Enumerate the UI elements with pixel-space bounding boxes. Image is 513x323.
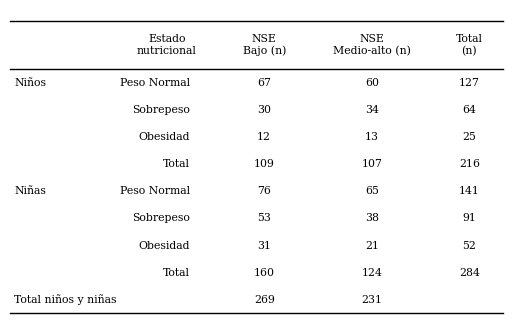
Text: 53: 53 (257, 214, 271, 224)
Text: 30: 30 (257, 105, 271, 115)
Text: 38: 38 (365, 214, 379, 224)
Text: 231: 231 (362, 295, 382, 305)
Text: 67: 67 (257, 78, 271, 88)
Text: Total
(n): Total (n) (456, 34, 483, 56)
Text: 107: 107 (362, 159, 382, 169)
Text: 124: 124 (362, 268, 382, 278)
Text: 13: 13 (365, 132, 379, 142)
Text: 31: 31 (257, 241, 271, 251)
Text: Peso Normal: Peso Normal (120, 78, 190, 88)
Text: 52: 52 (462, 241, 477, 251)
Text: 216: 216 (459, 159, 480, 169)
Text: Niños: Niños (14, 78, 46, 88)
Text: 284: 284 (459, 268, 480, 278)
Text: 269: 269 (254, 295, 274, 305)
Text: 34: 34 (365, 105, 379, 115)
Text: Peso Normal: Peso Normal (120, 186, 190, 196)
Text: 60: 60 (365, 78, 379, 88)
Text: 65: 65 (365, 186, 379, 196)
Text: Obesidad: Obesidad (139, 241, 190, 251)
Text: NSE
Medio-alto (n): NSE Medio-alto (n) (333, 34, 411, 56)
Text: Sobrepeso: Sobrepeso (132, 105, 190, 115)
Text: 76: 76 (257, 186, 271, 196)
Text: Total niños y niñas: Total niños y niñas (14, 294, 117, 305)
Text: Sobrepeso: Sobrepeso (132, 214, 190, 224)
Text: Obesidad: Obesidad (139, 132, 190, 142)
Text: Estado
nutricional: Estado nutricional (137, 35, 196, 56)
Text: Total: Total (163, 268, 190, 278)
Text: 127: 127 (459, 78, 480, 88)
Text: NSE
Bajo (n): NSE Bajo (n) (243, 34, 286, 56)
Text: 91: 91 (462, 214, 477, 224)
Text: 12: 12 (257, 132, 271, 142)
Text: 25: 25 (462, 132, 477, 142)
Text: 109: 109 (254, 159, 274, 169)
Text: 21: 21 (365, 241, 379, 251)
Text: 141: 141 (459, 186, 480, 196)
Text: Total: Total (163, 159, 190, 169)
Text: Niñas: Niñas (14, 186, 46, 196)
Text: 64: 64 (462, 105, 477, 115)
Text: 160: 160 (254, 268, 274, 278)
